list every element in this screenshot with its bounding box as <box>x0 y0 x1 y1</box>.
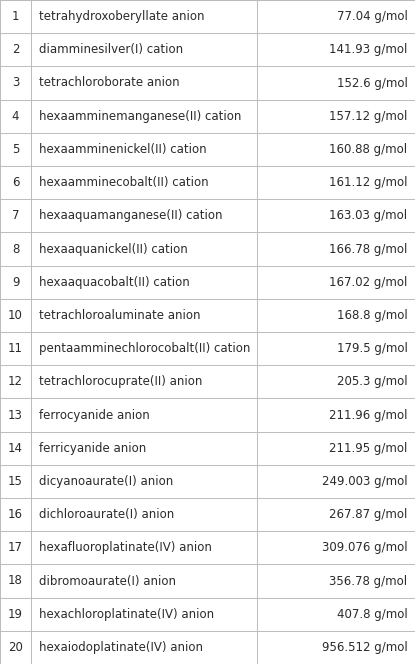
Text: 5: 5 <box>12 143 19 156</box>
Text: 19: 19 <box>8 608 23 621</box>
Text: tetrachlorocuprate(II) anion: tetrachlorocuprate(II) anion <box>39 375 202 388</box>
Text: 77.04 g/mol: 77.04 g/mol <box>337 10 408 23</box>
Text: 9: 9 <box>12 276 20 289</box>
Text: hexaaquanickel(II) cation: hexaaquanickel(II) cation <box>39 242 187 256</box>
Text: 141.93 g/mol: 141.93 g/mol <box>329 43 408 56</box>
Text: 160.88 g/mol: 160.88 g/mol <box>330 143 408 156</box>
Text: hexaamminenickel(II) cation: hexaamminenickel(II) cation <box>39 143 206 156</box>
Text: hexaiodoplatinate(IV) anion: hexaiodoplatinate(IV) anion <box>39 641 203 654</box>
Text: 211.95 g/mol: 211.95 g/mol <box>329 442 408 455</box>
Text: hexaamminemanganese(II) cation: hexaamminemanganese(II) cation <box>39 110 241 123</box>
Text: 407.8 g/mol: 407.8 g/mol <box>337 608 408 621</box>
Text: hexafluoroplatinate(IV) anion: hexafluoroplatinate(IV) anion <box>39 541 212 554</box>
Text: 167.02 g/mol: 167.02 g/mol <box>329 276 408 289</box>
Text: 13: 13 <box>8 408 23 422</box>
Text: 11: 11 <box>8 342 23 355</box>
Text: 12: 12 <box>8 375 23 388</box>
Text: 3: 3 <box>12 76 19 90</box>
Text: 10: 10 <box>8 309 23 322</box>
Text: 152.6 g/mol: 152.6 g/mol <box>337 76 408 90</box>
Text: 249.003 g/mol: 249.003 g/mol <box>322 475 408 488</box>
Text: 8: 8 <box>12 242 19 256</box>
Text: 267.87 g/mol: 267.87 g/mol <box>329 508 408 521</box>
Text: dibromoaurate(I) anion: dibromoaurate(I) anion <box>39 574 176 588</box>
Text: tetrachloroborate anion: tetrachloroborate anion <box>39 76 179 90</box>
Text: 309.076 g/mol: 309.076 g/mol <box>322 541 408 554</box>
Text: 211.96 g/mol: 211.96 g/mol <box>329 408 408 422</box>
Text: hexaaquacobalt(II) cation: hexaaquacobalt(II) cation <box>39 276 189 289</box>
Text: dicyanoaurate(I) anion: dicyanoaurate(I) anion <box>39 475 173 488</box>
Text: pentaamminechlorocobalt(II) cation: pentaamminechlorocobalt(II) cation <box>39 342 250 355</box>
Text: 14: 14 <box>8 442 23 455</box>
Text: 179.5 g/mol: 179.5 g/mol <box>337 342 408 355</box>
Text: 4: 4 <box>12 110 20 123</box>
Text: 163.03 g/mol: 163.03 g/mol <box>330 209 408 222</box>
Text: 2: 2 <box>12 43 20 56</box>
Text: hexachloroplatinate(IV) anion: hexachloroplatinate(IV) anion <box>39 608 214 621</box>
Text: tetrachloroaluminate anion: tetrachloroaluminate anion <box>39 309 200 322</box>
Text: 7: 7 <box>12 209 20 222</box>
Text: ferricyanide anion: ferricyanide anion <box>39 442 146 455</box>
Text: hexaaquamanganese(II) cation: hexaaquamanganese(II) cation <box>39 209 222 222</box>
Text: 17: 17 <box>8 541 23 554</box>
Text: ferrocyanide anion: ferrocyanide anion <box>39 408 149 422</box>
Text: 205.3 g/mol: 205.3 g/mol <box>337 375 408 388</box>
Text: 16: 16 <box>8 508 23 521</box>
Text: 168.8 g/mol: 168.8 g/mol <box>337 309 408 322</box>
Text: hexaamminecobalt(II) cation: hexaamminecobalt(II) cation <box>39 176 208 189</box>
Text: 18: 18 <box>8 574 23 588</box>
Text: 356.78 g/mol: 356.78 g/mol <box>330 574 408 588</box>
Text: 20: 20 <box>8 641 23 654</box>
Text: tetrahydroxoberyllate anion: tetrahydroxoberyllate anion <box>39 10 204 23</box>
Text: 1: 1 <box>12 10 20 23</box>
Text: 956.512 g/mol: 956.512 g/mol <box>322 641 408 654</box>
Text: dichloroaurate(I) anion: dichloroaurate(I) anion <box>39 508 174 521</box>
Text: diamminesilver(I) cation: diamminesilver(I) cation <box>39 43 183 56</box>
Text: 15: 15 <box>8 475 23 488</box>
Text: 166.78 g/mol: 166.78 g/mol <box>329 242 408 256</box>
Text: 6: 6 <box>12 176 20 189</box>
Text: 157.12 g/mol: 157.12 g/mol <box>329 110 408 123</box>
Text: 161.12 g/mol: 161.12 g/mol <box>329 176 408 189</box>
